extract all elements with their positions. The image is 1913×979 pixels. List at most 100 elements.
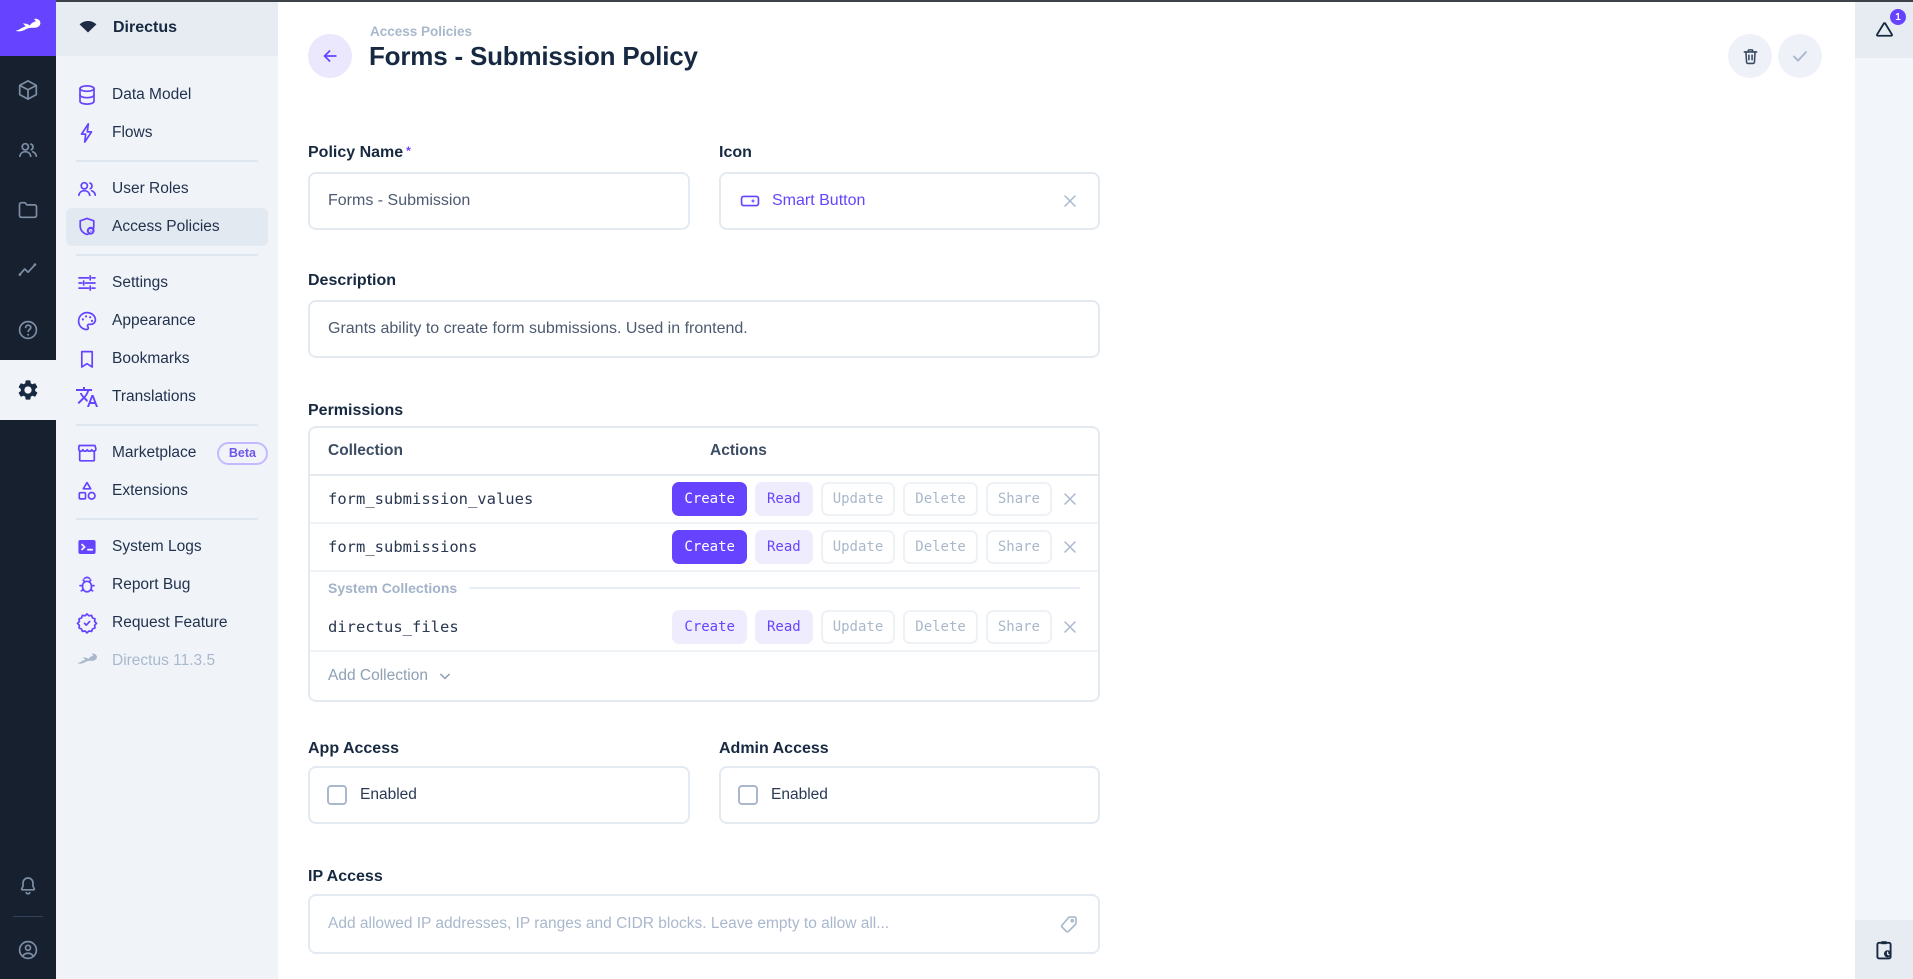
permission-chip-read[interactable]: Read <box>754 482 813 516</box>
sidebar-item-user-roles[interactable]: User Roles <box>56 170 278 208</box>
policy-name-label: Policy Name * <box>308 144 411 161</box>
breadcrumb[interactable]: Access Policies <box>370 24 473 39</box>
sidebar-item-label: User Roles <box>112 180 189 197</box>
admin-access-label: Admin Access <box>719 740 829 757</box>
icon-deselect-button[interactable] <box>1060 191 1080 211</box>
directus-logo[interactable] <box>0 0 56 56</box>
policy-name-input[interactable]: Forms - Submission <box>308 172 690 230</box>
module-bar-spacer <box>0 420 56 860</box>
box-icon <box>16 78 40 102</box>
permission-chip-create[interactable]: Create <box>672 530 747 564</box>
sidebar-item-system-logs[interactable]: System Logs <box>56 528 278 566</box>
delete-button[interactable] <box>1728 34 1772 78</box>
permission-chip-read[interactable]: Read <box>754 610 813 644</box>
permission-chip-delete[interactable]: Delete <box>903 610 978 644</box>
permissions-table-header: Collection Actions <box>310 428 1098 476</box>
insights-icon <box>16 258 40 282</box>
permission-chip-share[interactable]: Share <box>985 482 1052 516</box>
clipboard-clock-icon <box>1872 938 1896 962</box>
module-files[interactable] <box>0 180 56 240</box>
window-top-edge <box>56 0 1913 2</box>
permission-chips: Create Read Update Delete Share <box>672 530 1080 564</box>
module-content[interactable] <box>0 60 56 120</box>
permission-chip-delete[interactable]: Delete <box>903 530 978 564</box>
sidebar-item-access-policies[interactable]: e Access Policies <box>66 208 268 246</box>
required-mark: * <box>406 144 411 158</box>
database-icon <box>75 83 99 107</box>
project-wedge-icon <box>76 16 100 40</box>
app-access-field: Enabled <box>308 766 690 824</box>
policy-name-value: Forms - Submission <box>328 192 471 209</box>
person-circle-icon <box>16 938 40 962</box>
remove-collection-button[interactable] <box>1060 489 1080 509</box>
collection-name: form_submission_values <box>328 490 534 508</box>
storefront-icon <box>75 441 99 465</box>
sidebar-item-bookmarks[interactable]: Bookmarks <box>56 340 278 378</box>
remove-collection-button[interactable] <box>1060 537 1080 557</box>
check-icon <box>1789 45 1811 67</box>
permissions-table: Collection Actions form_submission_value… <box>308 426 1100 702</box>
permission-chip-read[interactable]: Read <box>754 530 813 564</box>
back-button[interactable] <box>308 34 352 78</box>
smart-button-icon <box>739 190 761 212</box>
project-name: Directus <box>113 19 178 36</box>
description-label: Description <box>308 272 397 289</box>
arrow-left-icon <box>320 46 340 66</box>
tune-icon <box>75 271 99 295</box>
sidebar-divider <box>76 254 258 256</box>
save-button[interactable] <box>1778 34 1822 78</box>
sidebar-item-flows[interactable]: Flows <box>56 114 278 152</box>
permission-chip-update[interactable]: Update <box>820 530 896 564</box>
ip-access-label: IP Access <box>308 868 383 885</box>
remove-collection-button[interactable] <box>1060 617 1080 637</box>
icon-label: Icon <box>719 144 752 161</box>
bug-icon <box>75 573 99 597</box>
permission-chip-share[interactable]: Share <box>985 610 1052 644</box>
admin-access-checkbox[interactable] <box>738 785 758 805</box>
permission-chip-share[interactable]: Share <box>985 530 1052 564</box>
nav-sidebar: Directus Data Model Flows User Roles e Acces… <box>56 0 278 979</box>
module-users[interactable] <box>0 120 56 180</box>
sidebar-item-label: Data Model <box>112 86 192 103</box>
bell-icon <box>16 874 40 898</box>
notifications-button[interactable]: 1 <box>1855 0 1913 58</box>
permission-chip-create[interactable]: Create <box>672 482 747 516</box>
icon-select[interactable]: Smart Button <box>719 172 1100 230</box>
module-insights[interactable] <box>0 240 56 300</box>
revisions-button[interactable] <box>1855 920 1913 979</box>
sidebar-item-label: System Logs <box>112 538 202 555</box>
svg-text:e: e <box>89 228 93 235</box>
header-actions <box>1728 34 1822 78</box>
sidebar-item-marketplace[interactable]: Marketplace Beta <box>56 434 278 472</box>
description-input[interactable]: Grants ability to create form submission… <box>308 300 1100 358</box>
sidebar-item-appearance[interactable]: Appearance <box>56 302 278 340</box>
permission-chip-delete[interactable]: Delete <box>903 482 978 516</box>
permission-chip-create[interactable]: Create <box>672 610 747 644</box>
gear-icon <box>16 378 40 402</box>
project-header[interactable]: Directus <box>56 0 278 56</box>
permission-chip-update[interactable]: Update <box>820 482 896 516</box>
ip-access-input[interactable]: Add allowed IP addresses, IP ranges and … <box>308 894 1100 954</box>
module-user-menu[interactable] <box>0 921 56 979</box>
sidebar-item-label: Extensions <box>112 482 188 499</box>
permission-chips: Create Read Update Delete Share <box>672 610 1080 644</box>
sidebar-item-extensions[interactable]: Extensions <box>56 472 278 510</box>
sidebar-item-report-bug[interactable]: Report Bug <box>56 566 278 604</box>
sidebar-item-settings[interactable]: Settings <box>56 264 278 302</box>
sidebar-item-request-feature[interactable]: Request Feature <box>56 604 278 642</box>
folder-icon <box>16 198 40 222</box>
module-help[interactable] <box>0 300 56 360</box>
users-icon <box>16 138 40 162</box>
add-collection-button[interactable]: Add Collection <box>310 652 1098 700</box>
module-bar-items <box>0 56 56 420</box>
app-access-checkbox[interactable] <box>327 785 347 805</box>
chevron-down-icon <box>435 666 455 686</box>
sidebar-item-data-model[interactable]: Data Model <box>56 76 278 114</box>
module-notifications[interactable] <box>0 860 56 912</box>
permissions-rows: form_submission_values Create Read Update De… <box>310 476 1098 652</box>
permission-chip-update[interactable]: Update <box>820 610 896 644</box>
sidebar-item-translations[interactable]: Translations <box>56 378 278 416</box>
app-access-checkbox-label: Enabled <box>360 786 417 803</box>
module-settings[interactable] <box>0 360 56 420</box>
nav-list: Data Model Flows User Roles e Access Policie… <box>56 56 278 680</box>
